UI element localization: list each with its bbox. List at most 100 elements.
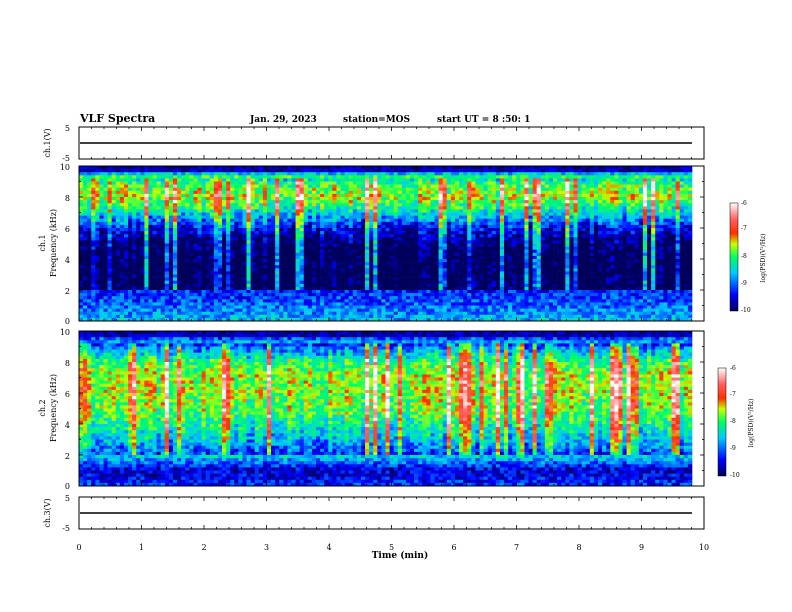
spectrogram-cell	[328, 290, 333, 294]
spectrogram-cell	[365, 231, 370, 235]
spectrogram-cell	[479, 215, 484, 219]
spectrogram-cell	[467, 190, 472, 195]
spectrogram-cell	[344, 308, 350, 312]
spectrogram-cell	[185, 246, 190, 250]
spectrogram-cell	[446, 308, 452, 312]
spectrogram-cell	[442, 203, 448, 207]
spectrogram-cell	[463, 240, 468, 244]
spectrogram-cell	[303, 286, 309, 291]
spectrogram-cell	[422, 221, 427, 226]
spectrogram-cell	[381, 175, 386, 179]
spectrogram-cell	[344, 317, 350, 322]
spectrogram-cell	[283, 317, 288, 322]
spectrogram-cell	[344, 240, 350, 244]
spectrogram-cell	[168, 255, 174, 260]
spectrogram-cell	[365, 293, 370, 297]
spectrogram-cell	[79, 246, 84, 250]
spectrogram-cell	[95, 228, 100, 232]
spectrogram-cell	[283, 311, 288, 316]
spectrogram-cell	[197, 169, 202, 173]
spectrogram-cell	[320, 274, 325, 278]
spectrogram-cell	[422, 262, 427, 266]
spectrogram-cell	[360, 224, 366, 229]
spectrogram-cell	[258, 290, 264, 294]
spectrogram-cell	[389, 265, 394, 269]
spectrogram-cell	[132, 169, 137, 173]
spectrogram-cell	[172, 308, 178, 312]
spectrogram-cell	[83, 190, 88, 195]
spectrogram-cell	[483, 190, 488, 195]
spectrogram-cell	[234, 187, 239, 192]
spectrogram-cell	[275, 286, 280, 291]
spectrogram-cell	[222, 228, 227, 232]
spectrogram-cell	[373, 221, 378, 226]
spectrogram-cell	[254, 215, 260, 219]
spectrogram-cell	[291, 277, 296, 281]
spectrogram-cell	[156, 231, 162, 235]
spectrogram-cell	[410, 172, 415, 176]
spectrogram-cell	[230, 252, 235, 257]
spectrogram-cell	[328, 218, 333, 223]
spectrogram-cell	[140, 283, 145, 288]
spectrogram-cell	[450, 190, 456, 195]
spectrogram-cell	[238, 200, 243, 204]
spectrogram-cell	[140, 197, 145, 201]
spectrogram-cell	[213, 314, 219, 319]
spectrogram-cell	[324, 184, 329, 188]
spectrogram-cell	[107, 290, 112, 294]
spectrogram-cell	[87, 283, 92, 288]
spectrogram-cell	[418, 203, 423, 207]
spectrogram-cell	[373, 215, 378, 219]
spectrogram-cell	[283, 197, 288, 201]
spectrogram-cell	[450, 262, 456, 266]
spectrogram-cell	[418, 299, 423, 303]
spectrogram-cell	[111, 228, 117, 232]
spectrogram-cell	[414, 296, 419, 300]
spectrogram-cell	[209, 190, 215, 195]
date-label: Jan. 29, 2023	[249, 115, 317, 125]
spectrogram-cell	[115, 166, 121, 170]
spectrogram-cell	[168, 262, 174, 266]
spectrogram-cell	[463, 286, 468, 291]
spectrogram-cell	[385, 240, 390, 244]
spectrogram-cell	[385, 265, 390, 269]
spectrogram-cell	[414, 221, 419, 226]
spectrogram-cell	[291, 190, 296, 195]
spectrogram-cell	[463, 277, 468, 281]
spectrogram-cell	[471, 197, 476, 201]
spectrogram-cell	[172, 237, 178, 241]
spectrogram-cell	[242, 259, 247, 263]
spectrogram-cell	[140, 187, 145, 192]
spectrogram-cell	[119, 299, 125, 303]
spectrogram-cell	[316, 181, 321, 185]
spectrogram-cell	[336, 314, 341, 319]
spectrogram-cell	[119, 234, 125, 238]
spectrogram-cell	[438, 231, 444, 235]
spectrogram-cell	[365, 252, 370, 257]
spectrogram-cell	[381, 277, 386, 281]
spectrogram-cell	[99, 308, 104, 312]
spectrogram-cell	[291, 271, 296, 275]
spectrogram-cell	[172, 283, 178, 288]
spectrogram-cell	[369, 228, 374, 232]
spectrogram-cell	[111, 221, 117, 226]
spectrogram-cell	[381, 286, 386, 291]
spectrogram-cell	[369, 221, 374, 226]
spectrogram-cell	[430, 172, 435, 176]
spectrogram-cell	[275, 169, 280, 173]
spectrogram-cell	[483, 184, 488, 188]
spectrogram-cell	[79, 293, 84, 297]
spectrogram-cell	[430, 200, 435, 204]
spectrogram-cell	[311, 259, 317, 263]
spectrogram-cell	[291, 249, 296, 254]
spectrogram-cell	[168, 293, 174, 297]
spectrogram-cell	[160, 277, 166, 281]
spectrogram-cell	[369, 187, 374, 192]
spectrogram-cell	[356, 243, 362, 247]
spectrogram-cell	[340, 277, 345, 281]
spectrogram-cell	[266, 197, 272, 201]
spectrogram-cell	[79, 175, 84, 179]
spectrogram-cell	[254, 212, 260, 216]
spectrogram-cell	[222, 262, 227, 266]
spectrogram-cell	[450, 286, 456, 291]
